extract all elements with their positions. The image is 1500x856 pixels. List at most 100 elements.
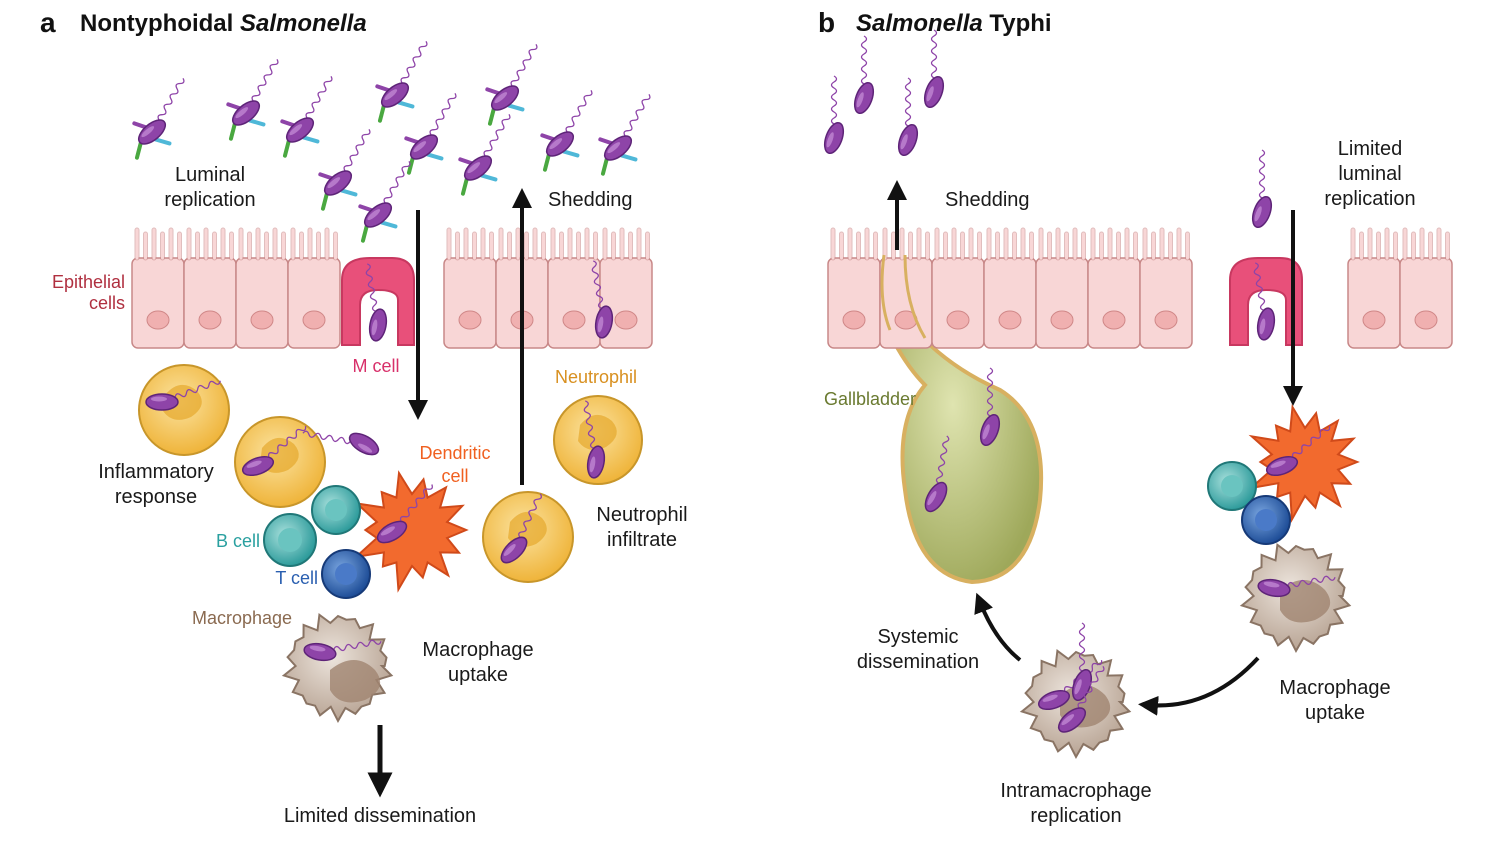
epithelial-cell <box>599 227 653 349</box>
bacterium-icon <box>1251 149 1273 229</box>
label-shedding-a: Shedding <box>548 189 633 211</box>
bacteria-group-a <box>132 40 651 243</box>
label-macrophage-uptake-b-2: uptake <box>1305 702 1365 724</box>
bacterium-icon <box>591 260 614 339</box>
bacterium-icon <box>923 29 945 109</box>
label-inflammatory-2: response <box>115 486 197 508</box>
epithelial-cell <box>287 227 341 349</box>
bacterium-icon <box>485 43 538 126</box>
label-neutrophil-infiltrate-2: infiltrate <box>607 529 677 551</box>
label-m-cell: M cell <box>352 356 399 376</box>
b-cell-b <box>1207 461 1257 511</box>
neutrophil-top <box>553 395 643 485</box>
panel-b: b Salmonella Typhi <box>818 7 1453 827</box>
epithelial-cell <box>183 227 237 349</box>
epithelium-a <box>131 227 653 349</box>
bacterium-icon <box>979 367 1001 447</box>
bacterium-icon <box>241 426 307 477</box>
label-inflammatory-1: Inflammatory <box>98 461 214 483</box>
bacterium-icon <box>598 93 651 176</box>
dendritic-cell-a <box>352 470 469 593</box>
intracellular-bacteria-a <box>145 260 614 662</box>
label-limited-luminal-3: replication <box>1324 188 1415 210</box>
epithelial-cell <box>1139 227 1193 349</box>
label-macrophage-uptake-a-2: uptake <box>448 664 508 686</box>
label-neutrophil-infiltrate-1: Neutrophil <box>596 504 687 526</box>
neutrophil-inflammatory-1 <box>138 364 230 456</box>
label-intramacrophage-1: Intramacrophage <box>1000 780 1151 802</box>
epithelial-cell <box>983 227 1037 349</box>
label-neutrophil: Neutrophil <box>555 367 637 387</box>
neutrophil-infiltrate-cell <box>482 491 574 583</box>
bacterium-icon <box>302 430 380 456</box>
panel-b-title-italic: Salmonella <box>856 10 983 37</box>
panel-b-title-plain: Typhi <box>983 10 1052 37</box>
label-epithelial-2: cells <box>89 293 125 313</box>
bacterium-icon <box>303 639 382 662</box>
m-cell-a <box>341 257 415 346</box>
bacterium-icon <box>280 75 333 158</box>
label-limited-luminal-2: luminal <box>1338 163 1401 185</box>
label-dendritic-2: cell <box>441 466 468 486</box>
panel-a-title-italic: Salmonella <box>240 10 367 37</box>
t-cell-a <box>321 549 371 599</box>
bacterium-icon <box>853 35 875 115</box>
epithelium-b <box>827 227 1453 349</box>
bacterium-icon <box>365 263 388 342</box>
label-epithelial-1: Epithelial <box>52 272 125 292</box>
arrow-to-intramacrophage <box>1138 656 1260 716</box>
epithelial-cell <box>931 227 985 349</box>
label-gallbladder: Gallbladder <box>824 389 916 409</box>
label-dendritic-1: Dendritic <box>419 443 490 463</box>
t-cell-b <box>1241 495 1291 545</box>
bacterium-icon <box>226 58 279 141</box>
b-cell-a <box>263 513 317 567</box>
bacterium-icon <box>1257 575 1336 598</box>
bacterium-icon <box>404 92 457 175</box>
bacterium-icon <box>897 77 919 157</box>
label-systemic-1: Systemic <box>877 626 958 648</box>
label-limited-dissemination: Limited dissemination <box>284 805 476 827</box>
panel-a-title-plain: Nontyphoidal <box>80 10 240 37</box>
epithelial-cell <box>235 227 289 349</box>
macrophage-a <box>281 612 394 723</box>
label-macrophage: Macrophage <box>192 608 292 628</box>
bacterium-icon <box>375 40 428 123</box>
dendritic-cell-b <box>1247 403 1360 523</box>
panel-b-letter: b <box>818 7 835 38</box>
bacterium-icon <box>458 113 511 196</box>
bacterium-icon <box>376 484 433 544</box>
epithelial-cell <box>879 227 933 349</box>
bacterium-icon <box>1265 426 1331 477</box>
panel-a-letter: a <box>40 7 56 38</box>
bacterium-icon <box>924 435 950 513</box>
bacterium-icon <box>1253 262 1276 341</box>
label-shedding-b: Shedding <box>945 189 1030 211</box>
b-cell-a-2 <box>311 485 361 535</box>
epithelial-cell <box>1035 227 1089 349</box>
panel-a: a Nontyphoidal Salmonella <box>40 7 688 827</box>
bacterium-icon <box>823 75 845 155</box>
bacterium-icon <box>132 77 185 160</box>
label-luminal-replication-2: replication <box>164 189 255 211</box>
epithelial-cell <box>1087 227 1141 349</box>
bacteria-group-b <box>823 29 1336 733</box>
epithelial-cell <box>827 227 881 349</box>
bacterium-icon <box>583 400 606 479</box>
label-luminal-replication-1: Luminal <box>175 164 245 186</box>
bacterium-icon <box>1057 665 1105 733</box>
macrophage-b <box>1239 542 1352 653</box>
label-macrophage-uptake-b-1: Macrophage <box>1279 677 1390 699</box>
bacterium-icon <box>540 89 593 172</box>
arrow-systemic <box>974 592 1022 662</box>
epithelial-cell <box>1399 227 1453 349</box>
epithelial-cell <box>131 227 185 349</box>
label-systemic-2: dissemination <box>857 651 979 673</box>
panel-a-title: Nontyphoidal Salmonella <box>80 10 367 37</box>
bacterium-icon <box>145 380 221 411</box>
label-intramacrophage-2: replication <box>1030 805 1121 827</box>
label-b-cell: B cell <box>216 531 260 551</box>
bacterium-icon <box>318 128 371 211</box>
label-macrophage-uptake-a-1: Macrophage <box>422 639 533 661</box>
